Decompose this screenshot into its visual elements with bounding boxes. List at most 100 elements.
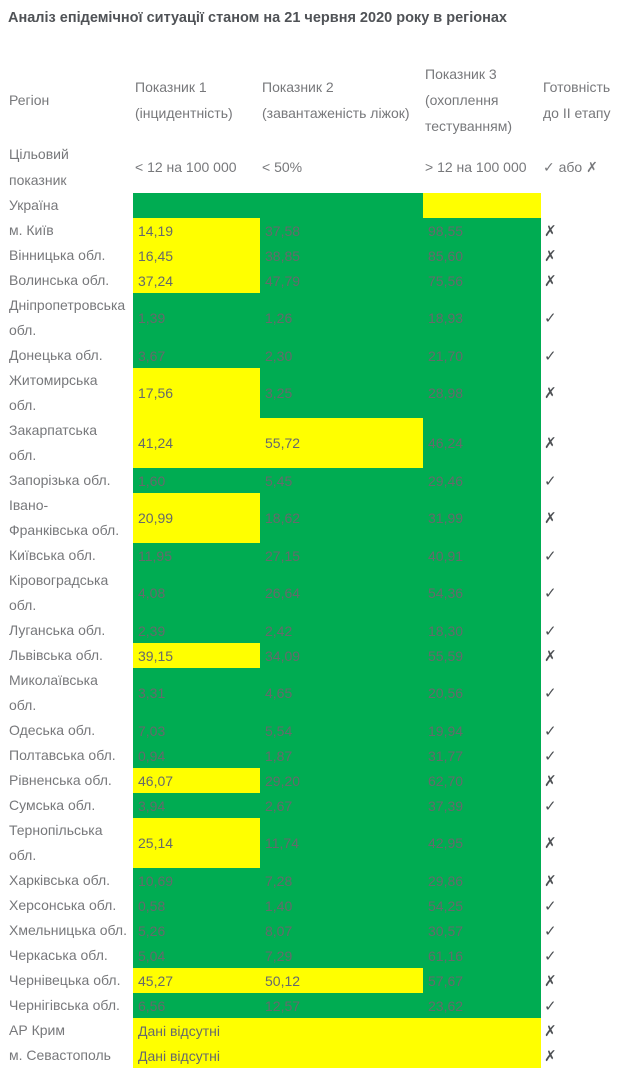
table-header-row: Регіон Показник 1 (інцидентність) Показн… bbox=[0, 60, 636, 140]
readiness-check-mark: ✓ bbox=[544, 922, 557, 940]
indicator1-cell: 16,45 bbox=[133, 243, 260, 268]
region-label: Волинська обл. bbox=[9, 272, 110, 288]
table-row: Донецька обл. 3,67 2,30 21,70 ✓ bbox=[0, 343, 636, 368]
indicator3-cell: 85,60 bbox=[423, 243, 541, 268]
indicator2-cell: 27,15 bbox=[260, 543, 423, 568]
table-row: Київська обл. 11,95 27,15 40,91 ✓ bbox=[0, 543, 636, 568]
indicator3-cell: 75,56 bbox=[423, 268, 541, 293]
region-label: Запорізька обл. bbox=[9, 472, 111, 488]
readiness-check-mark: ✓ bbox=[544, 997, 557, 1015]
table-row: Сумська обл. 3,94 2,67 37,39 ✓ bbox=[0, 793, 636, 818]
table-row: Полтавська обл. 0,94 1,87 31,77 ✓ bbox=[0, 743, 636, 768]
readiness-check-mark: ✓ bbox=[544, 685, 557, 702]
indicator1-cell: 45,27 bbox=[133, 968, 260, 993]
readiness-cross-mark: ✗ bbox=[544, 872, 557, 890]
region-label: Херсонська обл. bbox=[9, 897, 117, 913]
indicator3-cell: 61,16 bbox=[423, 943, 541, 968]
indicator1-cell: 39,15 bbox=[133, 643, 260, 668]
indicator1-cell bbox=[133, 193, 260, 218]
indicator3-cell: 20,56 bbox=[423, 668, 541, 718]
region-label: Україна bbox=[9, 197, 59, 213]
readiness-cross-mark: ✗ bbox=[544, 385, 557, 402]
readiness-check-mark: ✓ bbox=[544, 797, 557, 815]
region-label: Львівська обл. bbox=[9, 647, 103, 663]
indicator3-cell: 21,70 bbox=[423, 343, 541, 368]
readiness-cross-mark: ✗ bbox=[544, 1047, 557, 1065]
indicator2-cell: 1,40 bbox=[260, 893, 423, 918]
indicator2-cell: 2,67 bbox=[260, 793, 423, 818]
indicator1-cell: 20,99 bbox=[133, 493, 260, 543]
region-label: Черкаська обл. bbox=[9, 947, 108, 963]
indicator1-cell: 1,39 bbox=[133, 293, 260, 343]
table-row: Закарпатська обл. 41,24 55,72 46,24 ✗ bbox=[0, 418, 636, 468]
region-label: Луганська обл. bbox=[9, 622, 106, 638]
table-row: Луганська обл. 2,39 2,42 18,30 ✓ bbox=[0, 618, 636, 643]
col-header-region: Регіон bbox=[9, 92, 50, 108]
indicator2-cell: 3,25 bbox=[260, 368, 423, 418]
indicator1-cell: 41,24 bbox=[133, 418, 260, 468]
readiness-cross-mark: ✗ bbox=[544, 647, 557, 665]
readiness-check-mark: ✓ bbox=[544, 622, 557, 640]
table-row: АР Крим Дані відсутні ✗ bbox=[0, 1018, 636, 1043]
indicator2-cell: 12,57 bbox=[260, 993, 423, 1018]
region-label: Київська обл. bbox=[9, 547, 96, 563]
region-label: Чернігівська обл. bbox=[9, 997, 120, 1013]
indicator3-cell: 46,24 bbox=[423, 418, 541, 468]
table-row: м. Севастополь Дані відсутні ✗ bbox=[0, 1043, 636, 1068]
region-label: Рівненська обл. bbox=[9, 772, 112, 788]
indicator2-cell: 34,09 bbox=[260, 643, 423, 668]
indicator3-cell: 18,93 bbox=[423, 293, 541, 343]
table-row: Івано- Франківська обл. 20,99 18,62 31,99 ✗ bbox=[0, 493, 636, 543]
page-title: Аналіз епідемічної ситуації станом на 21… bbox=[8, 10, 507, 26]
region-label: Харківська обл. bbox=[9, 872, 111, 888]
table-row: Чернівецька обл. 45,27 50,12 57,67 ✗ bbox=[0, 968, 636, 993]
indicator2-cell: 55,72 bbox=[260, 418, 423, 468]
indicator2-cell: 37,58 bbox=[260, 218, 423, 243]
indicator3-cell: 54,36 bbox=[423, 568, 541, 618]
indicator3-cell: 29,46 bbox=[423, 468, 541, 493]
region-label: Житомирська обл. bbox=[9, 372, 98, 413]
no-data-cell: Дані відсутні bbox=[133, 1043, 541, 1068]
col-header-indicator2: Показник 2 (завантаженість ліжок) bbox=[262, 79, 410, 121]
no-data-cell: Дані відсутні bbox=[133, 1018, 541, 1043]
indicator3-cell bbox=[423, 193, 541, 218]
table-head-section: Регіон Показник 1 (інцидентність) Показн… bbox=[0, 60, 636, 193]
region-label: АР Крим bbox=[9, 1022, 65, 1038]
readiness-check-mark: ✓ bbox=[544, 547, 557, 565]
table-row: Волинська обл. 37,24 47,79 75,56 ✗ bbox=[0, 268, 636, 293]
table-row: Харківська обл. 10,69 7,28 29,86 ✗ bbox=[0, 868, 636, 893]
indicator2-cell: 8,07 bbox=[260, 918, 423, 943]
region-label: Сумська обл. bbox=[9, 797, 96, 813]
table-row: Одеська обл. 7,03 5,54 19,94 ✓ bbox=[0, 718, 636, 743]
indicator2-cell: 1,87 bbox=[260, 743, 423, 768]
table-row: Кіровоградська обл. 4,08 26,64 54,36 ✓ bbox=[0, 568, 636, 618]
readiness-check-mark: ✓ bbox=[544, 947, 557, 965]
indicator2-cell: 47,79 bbox=[260, 268, 423, 293]
indicator1-cell: 11,95 bbox=[133, 543, 260, 568]
indicator3-cell: 19,94 bbox=[423, 718, 541, 743]
readiness-empty bbox=[541, 193, 636, 218]
table-data-section: Україна м. Київ 14,19 37,58 98,55 ✗ Вінницька … bbox=[0, 193, 636, 1068]
readiness-check-mark: ✓ bbox=[544, 585, 557, 602]
indicator1-cell: 46,07 bbox=[133, 768, 260, 793]
region-label: Вінницька обл. bbox=[9, 247, 106, 263]
region-label: м. Севастополь bbox=[9, 1047, 111, 1063]
indicator3-cell: 31,99 bbox=[423, 493, 541, 543]
region-label: Кіровоградська обл. bbox=[9, 572, 109, 613]
table-row: м. Київ 14,19 37,58 98,55 ✗ bbox=[0, 218, 636, 243]
readiness-cross-mark: ✗ bbox=[544, 510, 557, 527]
indicator2-cell: 11,74 bbox=[260, 818, 423, 868]
indicator3-cell: 98,55 bbox=[423, 218, 541, 243]
readiness-cross-mark: ✗ bbox=[544, 835, 557, 852]
indicator2-cell: 2,30 bbox=[260, 343, 423, 368]
readiness-cross-mark: ✗ bbox=[544, 1022, 557, 1040]
target-readiness-value: ✓ або ✗ bbox=[543, 158, 598, 175]
indicator2-cell: 4,65 bbox=[260, 668, 423, 718]
table-row: Житомирська обл. 17,56 3,25 28,98 ✗ bbox=[0, 368, 636, 418]
indicator2-cell: 1,26 bbox=[260, 293, 423, 343]
indicator1-cell: 4,08 bbox=[133, 568, 260, 618]
indicator2-cell: 26,64 bbox=[260, 568, 423, 618]
table-row: Черкаська обл. 5,04 7,29 61,16 ✓ bbox=[0, 943, 636, 968]
indicator1-cell: 0,94 bbox=[133, 743, 260, 768]
